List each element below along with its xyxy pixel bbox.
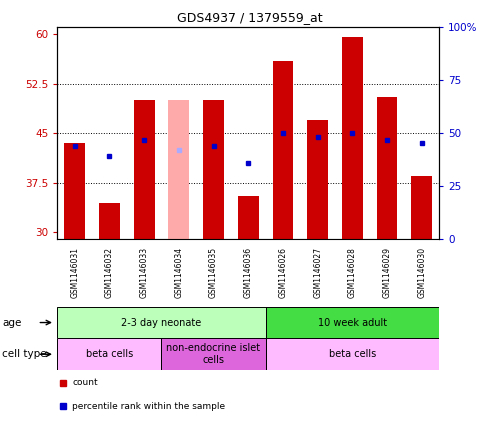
Bar bbox=[265, 338, 439, 370]
Bar bbox=[265, 307, 439, 338]
Bar bbox=[307, 120, 328, 239]
Bar bbox=[377, 97, 398, 239]
Bar bbox=[162, 338, 265, 370]
Text: non-endocrine islet
cells: non-endocrine islet cells bbox=[167, 343, 260, 365]
Text: cell type: cell type bbox=[2, 349, 47, 359]
Bar bbox=[162, 338, 265, 370]
Bar bbox=[64, 143, 85, 239]
Bar bbox=[272, 60, 293, 239]
Bar bbox=[134, 100, 155, 239]
Text: percentile rank within the sample: percentile rank within the sample bbox=[72, 401, 226, 411]
Bar bbox=[265, 338, 439, 370]
Bar bbox=[411, 176, 432, 239]
Bar bbox=[57, 338, 162, 370]
Text: age: age bbox=[2, 318, 22, 327]
Bar bbox=[238, 196, 258, 239]
Bar bbox=[203, 100, 224, 239]
Text: beta cells: beta cells bbox=[86, 349, 133, 359]
Text: count: count bbox=[72, 378, 98, 387]
Bar bbox=[57, 307, 265, 338]
Text: 10 week adult: 10 week adult bbox=[318, 318, 387, 327]
Text: beta cells: beta cells bbox=[329, 349, 376, 359]
Text: 2-3 day neonate: 2-3 day neonate bbox=[121, 318, 202, 327]
Bar bbox=[57, 307, 265, 338]
Bar bbox=[342, 37, 363, 239]
Bar bbox=[265, 307, 439, 338]
Text: GDS4937 / 1379559_at: GDS4937 / 1379559_at bbox=[177, 11, 322, 24]
Bar bbox=[99, 203, 120, 239]
Bar bbox=[169, 100, 189, 239]
Bar bbox=[57, 338, 162, 370]
